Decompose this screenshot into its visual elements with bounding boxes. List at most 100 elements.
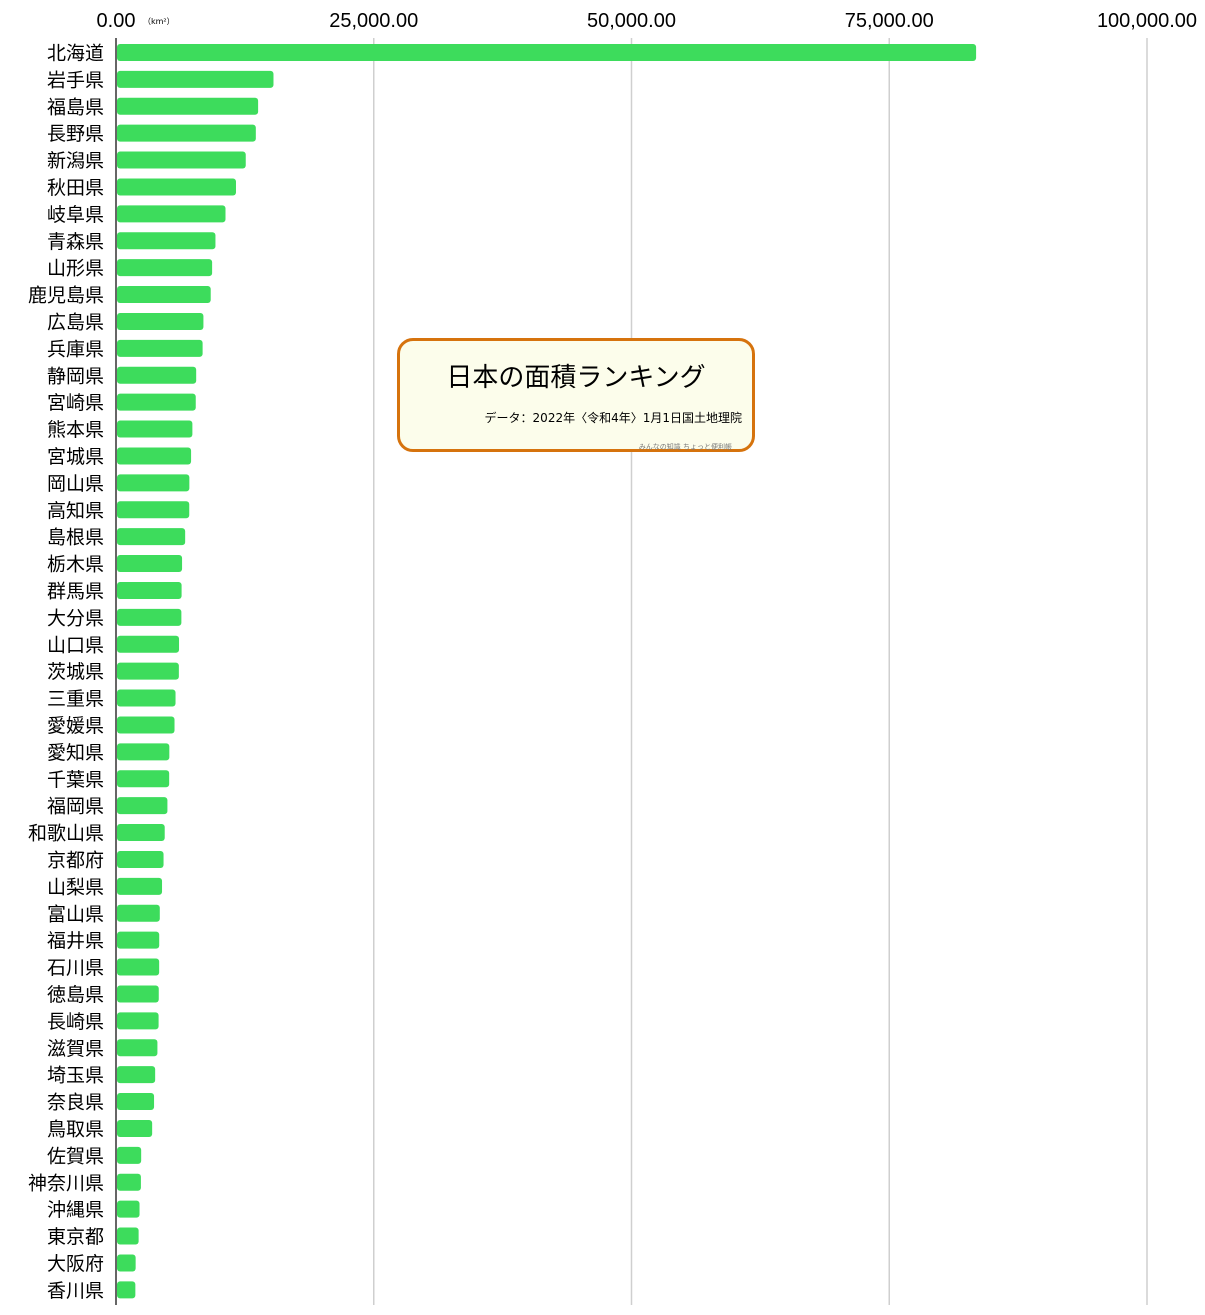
- unit-label: （km²）: [143, 17, 175, 26]
- category-label: 栃木県: [47, 554, 104, 576]
- bar: [117, 635, 180, 653]
- bar: [117, 1012, 159, 1030]
- gridlines: [373, 38, 1148, 1305]
- category-label: 奈良県: [47, 1092, 104, 1114]
- category-label: 兵庫県: [47, 338, 104, 360]
- category-label: 埼玉県: [47, 1065, 104, 1087]
- category-label: 長崎県: [47, 1011, 104, 1033]
- category-label: 石川県: [47, 957, 104, 979]
- category-label: 鹿児島県: [28, 285, 104, 307]
- category-label: 佐賀県: [47, 1145, 104, 1167]
- x-axis-ticks: 0.00 25,000.00 50,000.00 75,000.00 100,000.0…: [97, 10, 1198, 32]
- bar: [117, 555, 183, 573]
- bar: [117, 312, 204, 330]
- category-label: 三重県: [47, 688, 104, 710]
- category-label: 徳島県: [47, 984, 104, 1006]
- credit-note: みんなの知識 ちょっと便利帳: [638, 443, 732, 451]
- category-label: 福島県: [47, 96, 104, 118]
- category-label: 大分県: [47, 607, 104, 629]
- category-label: 長野県: [47, 123, 104, 145]
- category-label: 島根県: [47, 527, 104, 549]
- category-label: 山梨県: [47, 876, 104, 898]
- bar: [117, 205, 226, 223]
- category-label: 静岡県: [47, 365, 104, 387]
- x-tick-label: 100,000.00: [1097, 10, 1197, 32]
- category-label: 鳥取県: [47, 1118, 104, 1140]
- bar: [117, 447, 192, 465]
- bar: [117, 904, 160, 922]
- bar: [117, 1173, 141, 1191]
- title-box: 日本の面積ランキング データ：2022年〈令和4年〉1月1日国土地理院 みんなの…: [397, 338, 755, 452]
- category-label: 宮城県: [47, 446, 104, 468]
- category-label: 京都府: [47, 849, 104, 871]
- bar: [117, 1066, 156, 1084]
- category-label: 青森県: [47, 231, 104, 253]
- bar: [117, 501, 190, 519]
- bars: [117, 43, 977, 1299]
- category-label: 滋賀県: [47, 1038, 104, 1060]
- category-label: 熊本県: [47, 419, 104, 441]
- bar: [117, 178, 236, 196]
- bar: [117, 366, 197, 384]
- bar: [117, 43, 977, 61]
- x-tick-label: 25,000.00: [329, 10, 418, 32]
- bar: [117, 1281, 136, 1299]
- bar: [117, 339, 203, 357]
- category-label: 神奈川県: [28, 1172, 104, 1194]
- category-label: 岐阜県: [47, 204, 104, 226]
- x-tick-label: 75,000.00: [845, 10, 934, 32]
- category-label: 福岡県: [47, 796, 104, 818]
- category-label: 岩手県: [47, 69, 104, 91]
- category-label: 香川県: [47, 1280, 104, 1302]
- bar: [117, 931, 160, 949]
- category-label: 千葉県: [47, 769, 104, 791]
- category-label: 山形県: [47, 258, 104, 280]
- category-label: 富山県: [47, 903, 104, 925]
- bar: [117, 259, 213, 277]
- category-label: 高知県: [47, 500, 104, 522]
- bar: [117, 393, 196, 411]
- category-label: 愛媛県: [47, 715, 104, 737]
- category-label: 宮崎県: [47, 392, 104, 414]
- bar: [117, 824, 165, 842]
- bar: [117, 1227, 139, 1245]
- bar: [117, 151, 246, 169]
- bar: [117, 70, 274, 88]
- category-label: 新潟県: [47, 150, 104, 172]
- bar: [117, 877, 163, 895]
- category-label: 秋田県: [47, 177, 104, 199]
- bar: [117, 474, 190, 492]
- bar: [117, 662, 179, 680]
- bar: [117, 743, 170, 761]
- bar: [117, 1093, 155, 1111]
- bar: [117, 528, 186, 546]
- category-label: 和歌山県: [28, 823, 104, 845]
- category-label: 沖縄県: [47, 1199, 104, 1221]
- bar: [117, 286, 211, 304]
- bar: [117, 124, 256, 142]
- bar: [117, 1146, 142, 1164]
- bar: [117, 420, 193, 438]
- category-label: 東京都: [47, 1226, 104, 1248]
- bar: [117, 689, 176, 707]
- bar: [117, 232, 216, 250]
- x-tick-label: 0.00: [97, 10, 136, 32]
- category-label: 岡山県: [47, 473, 104, 495]
- category-label: 群馬県: [47, 580, 104, 602]
- x-tick-label: 50,000.00: [587, 10, 676, 32]
- bar: [117, 797, 168, 815]
- bar: [117, 958, 160, 976]
- bar: [117, 1119, 153, 1137]
- bar: [117, 1200, 140, 1218]
- bar: [117, 608, 182, 626]
- category-label: 福井県: [47, 930, 104, 952]
- category-label: 広島県: [47, 311, 104, 333]
- source-note: データ：2022年〈令和4年〉1月1日国土地理院: [484, 411, 742, 425]
- bar: [117, 716, 175, 734]
- chart-title: 日本の面積ランキング: [446, 363, 706, 393]
- bar: [117, 985, 159, 1003]
- category-label: 茨城県: [47, 661, 104, 683]
- bar: [117, 1254, 136, 1272]
- bar: [117, 770, 170, 788]
- category-label: 北海道: [47, 42, 104, 64]
